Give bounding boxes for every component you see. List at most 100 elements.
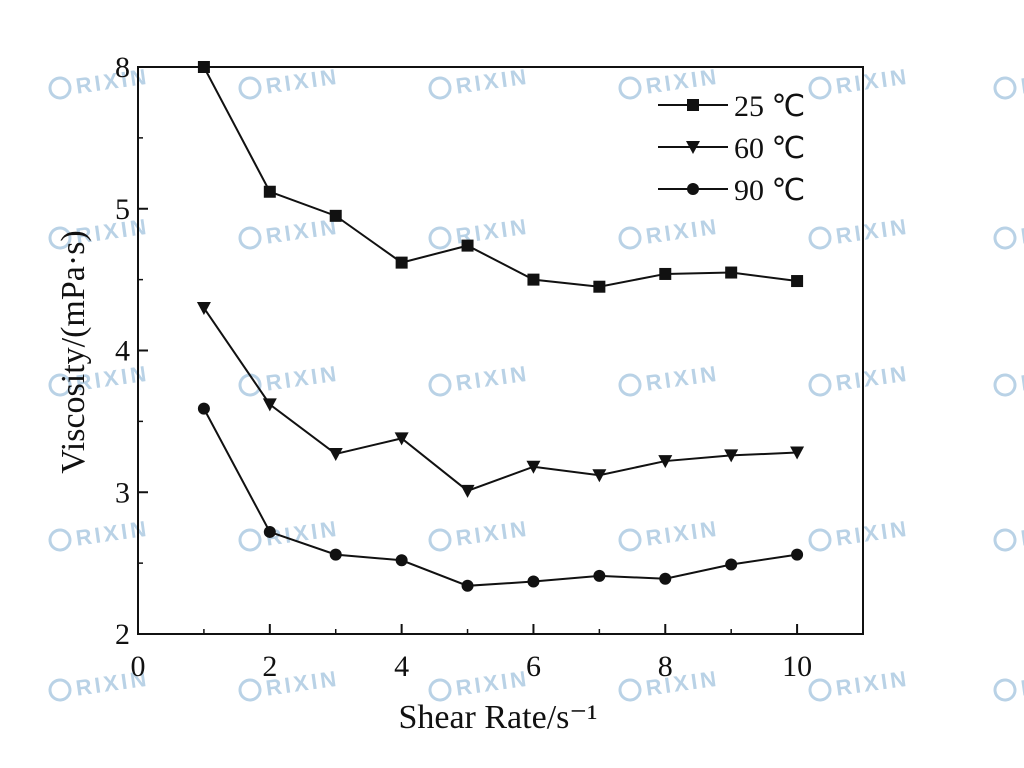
- data-point-square: [263, 185, 276, 198]
- y-tick-label: 3: [115, 476, 130, 509]
- watermark-text: RIXIN: [454, 64, 530, 99]
- watermark-layer: RIXIN RIXIN RIXIN RIXIN RIXIN RIXIN RIXIN RIXIN…: [48, 64, 1024, 702]
- watermark-logo: RIXIN: [808, 214, 911, 250]
- data-point-circle: [659, 572, 672, 585]
- x-tick-label: 6: [526, 650, 541, 683]
- watermark-text: RIXIN: [264, 214, 340, 249]
- data-point-triangle: [526, 460, 541, 474]
- watermark-text: RIXIN: [454, 516, 530, 551]
- watermark-logo: RIXIN: [238, 666, 341, 702]
- watermark-text: RIXIN: [834, 64, 910, 99]
- data-point-circle: [197, 402, 210, 415]
- watermark-logo: RIXIN: [618, 214, 721, 250]
- data-point-circle: [395, 554, 408, 567]
- axis-ticks: [137, 66, 864, 635]
- data-point-square: [395, 256, 408, 269]
- data-point-circle: [527, 575, 540, 588]
- x-tick-label: 2: [262, 650, 277, 683]
- y-tick-label: 4: [115, 335, 130, 368]
- y-tick-label: 8: [115, 51, 130, 84]
- watermark-text: RIXIN: [74, 516, 150, 551]
- data-point-circle: [263, 525, 276, 538]
- legend-label: 90 ℃: [734, 174, 805, 207]
- data-point-square: [593, 280, 606, 293]
- watermark-text: RIXIN: [644, 361, 720, 396]
- watermark-text: RIXIN: [644, 666, 720, 701]
- watermark-logo: RIXIN: [993, 214, 1024, 250]
- data-point-square: [791, 275, 804, 288]
- data-point-triangle: [686, 141, 700, 154]
- y-axis-title: Viscosity/(mPa·s): [55, 230, 92, 474]
- data-point-triangle: [460, 484, 475, 498]
- watermark-logo: RIXIN: [808, 666, 911, 702]
- watermark-text: RIXIN: [644, 214, 720, 249]
- legend-label: 60 ℃: [734, 132, 805, 165]
- watermark-logo: RIXIN: [618, 516, 721, 552]
- data-point-circle: [725, 558, 738, 571]
- watermark-logo: RIXIN: [618, 361, 721, 397]
- watermark-logo: RIXIN: [428, 516, 531, 552]
- data-point-square: [527, 273, 540, 286]
- legend: 25 ℃ 60 ℃ 90 ℃: [658, 90, 805, 207]
- watermark-logo: RIXIN: [428, 361, 531, 397]
- watermark-text: RIXIN: [1019, 214, 1024, 249]
- x-axis-title: Shear Rate/s⁻¹: [398, 699, 597, 736]
- data-point-circle: [329, 548, 342, 561]
- data-point-square: [659, 267, 672, 280]
- watermark-logo: RIXIN: [808, 516, 911, 552]
- watermark-logo: RIXIN: [993, 516, 1024, 552]
- series-line: [203, 307, 798, 492]
- data-point-circle: [461, 579, 474, 592]
- watermark-logo: RIXIN: [428, 64, 531, 100]
- data-point-triangle: [592, 469, 607, 483]
- legend-entry: 60 ℃: [658, 132, 805, 165]
- series-line: [203, 66, 798, 288]
- data-point-triangle: [394, 432, 409, 446]
- data-point-circle: [687, 183, 699, 195]
- series-2: [196, 301, 805, 498]
- legend-label: 25 ℃: [734, 90, 805, 123]
- data-point-square: [687, 99, 699, 111]
- watermark-text: RIXIN: [1019, 64, 1024, 99]
- watermark-logo: RIXIN: [993, 666, 1024, 702]
- legend-entry: 90 ℃: [658, 174, 805, 207]
- data-point-circle: [791, 548, 804, 561]
- series-layer: [196, 61, 805, 592]
- watermark-text: RIXIN: [1019, 516, 1024, 551]
- y-tick-label: 5: [115, 193, 130, 226]
- watermark-text: RIXIN: [1019, 361, 1024, 396]
- data-point-triangle: [328, 447, 343, 461]
- watermark-text: RIXIN: [264, 64, 340, 99]
- watermark-logo: RIXIN: [238, 516, 341, 552]
- watermark-text: RIXIN: [454, 666, 530, 701]
- y-tick-label: 2: [115, 618, 130, 651]
- x-tick-label: 8: [658, 650, 673, 683]
- watermark-text: RIXIN: [454, 361, 530, 396]
- data-point-square: [725, 266, 738, 279]
- watermark-text: RIXIN: [74, 64, 150, 99]
- data-point-triangle: [262, 398, 277, 412]
- watermark-logo: RIXIN: [618, 64, 721, 100]
- data-point-triangle: [790, 446, 805, 460]
- watermark-logo: RIXIN: [808, 64, 911, 100]
- data-point-triangle: [658, 455, 673, 469]
- watermark-text: RIXIN: [644, 516, 720, 551]
- watermark-text: RIXIN: [834, 361, 910, 396]
- watermark-logo: RIXIN: [48, 64, 151, 100]
- data-point-square: [461, 239, 474, 252]
- data-point-triangle: [724, 449, 739, 463]
- watermark-logo: RIXIN: [993, 64, 1024, 100]
- x-tick-label: 4: [394, 650, 409, 683]
- x-tick-label: 0: [131, 650, 146, 683]
- watermark-logo: RIXIN: [808, 361, 911, 397]
- data-point-triangle: [196, 301, 211, 315]
- watermark-logo: RIXIN: [238, 214, 341, 250]
- watermark-text: RIXIN: [644, 64, 720, 99]
- watermark-text: RIXIN: [834, 666, 910, 701]
- x-tick-label: 10: [782, 650, 812, 683]
- watermark-text: RIXIN: [1019, 666, 1024, 701]
- watermark-text: RIXIN: [834, 516, 910, 551]
- series-1: [197, 61, 804, 293]
